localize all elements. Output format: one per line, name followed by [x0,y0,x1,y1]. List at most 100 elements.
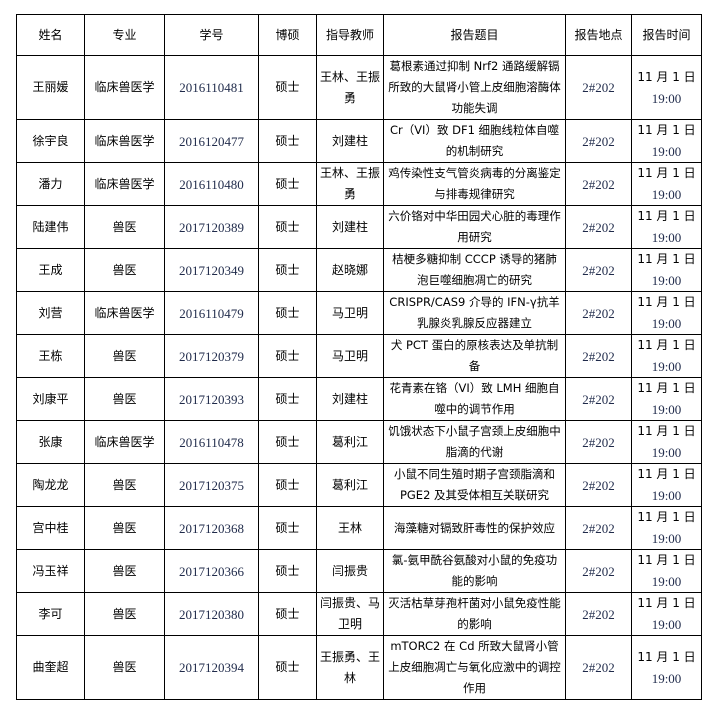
table-row: 王丽媛 临床兽医学 2016110481 硕士 王林、王振勇 葛根素通过抑制 Nrf2 通… [16,55,702,120]
cell-student-id: 2017120375 [164,463,259,507]
cell-student-id: 2017120368 [164,506,259,550]
cell-time: 11 月 1 日 19:00 [631,635,702,700]
cell-name: 李可 [16,592,85,636]
cell-topic: Cr（VI）致 DF1 细胞线粒体自噬的机制研究 [383,119,566,163]
cell-student-id: 2017120389 [164,205,259,249]
report-time: 19:00 [651,402,682,417]
cell-name: 陆建伟 [16,205,85,249]
cell-topic: mTORC2 在 Cd 所致大鼠肾小管上皮细胞凋亡与氧化应激中的调控作用 [383,635,566,700]
report-time: 19:00 [651,187,682,202]
report-date: 11 月 1 日 [637,123,696,137]
cell-degree: 硕士 [258,420,317,464]
cell-time: 11 月 1 日 19:00 [631,549,702,593]
cell-place: 2#202 [565,635,632,700]
cell-student-id: 2017120394 [164,635,259,700]
cell-major: 兽医 [84,377,165,421]
report-time: 19:00 [651,488,682,503]
report-time: 19:00 [651,144,682,159]
table-row: 李可 兽医 2017120380 硕士 闫振贵、马卫明 灭活枯草芽孢杆菌对小鼠免疫性能的影… [16,592,702,636]
cell-name: 王成 [16,248,85,292]
cell-advisor: 马卫明 [316,334,384,378]
cell-degree: 硕士 [258,506,317,550]
report-date: 11 月 1 日 [637,69,696,84]
cell-degree: 硕士 [258,549,317,593]
report-time: 19:00 [651,670,682,686]
cell-student-id: 2016110481 [164,55,259,120]
cell-time: 11 月 1 日 19:00 [631,506,702,550]
cell-name: 王丽媛 [16,55,85,120]
report-date: 11 月 1 日 [637,553,696,567]
cell-place: 2#202 [565,592,632,636]
cell-time: 11 月 1 日 19:00 [631,420,702,464]
report-date: 11 月 1 日 [637,649,696,664]
cell-place: 2#202 [565,291,632,335]
table-row: 王成 兽医 2017120349 硕士 赵晓娜 桔梗多糖抑制 CCCP 诱导的猪肺泡巨噬细… [16,248,702,292]
cell-time: 11 月 1 日 19:00 [631,334,702,378]
cell-advisor: 葛利江 [316,420,384,464]
cell-major: 兽医 [84,334,165,378]
cell-advisor: 闫振贵、马卫明 [316,592,384,636]
report-time: 19:00 [651,359,682,374]
cell-place: 2#202 [565,377,632,421]
cell-major: 兽医 [84,205,165,249]
table-row: 陶龙龙 兽医 2017120375 硕士 葛利江 小鼠不同生殖时期子宫颈脂滴和 PGE2 … [16,463,702,507]
table-row: 张康 临床兽医学 2016110478 硕士 葛利江 饥饿状态下小鼠子宫颈上皮细胞中脂滴的… [16,420,702,464]
cell-degree: 硕士 [258,377,317,421]
cell-student-id: 2017120349 [164,248,259,292]
cell-student-id: 2017120393 [164,377,259,421]
table-row: 王栋 兽医 2017120379 硕士 马卫明犬 PCT 蛋白的原核表达及单抗制备 2#2… [16,334,702,378]
report-time: 19:00 [651,230,682,245]
table-row: 刘康平 兽医 2017120393 硕士 刘建柱 花青素在铬（VI）致 LMH 细胞自噬中… [16,377,702,421]
cell-name: 宫中桂 [16,506,85,550]
cell-major: 临床兽医学 [84,55,165,120]
cell-advisor: 刘建柱 [316,119,384,163]
cell-student-id: 2017120366 [164,549,259,593]
cell-topic: 氯-氨甲酰谷氨酸对小鼠的免疫功能的影响 [383,549,566,593]
cell-student-id: 2016110480 [164,162,259,206]
cell-topic: CRISPR/CAS9 介导的 IFN-γ抗羊乳腺炎乳腺反应器建立 [383,291,566,335]
cell-advisor: 葛利江 [316,463,384,507]
cell-advisor: 马卫明 [316,291,384,335]
cell-name: 王栋 [16,334,85,378]
cell-topic: 六价铬对中华田园犬心脏的毒理作用研究 [383,205,566,249]
header-time: 报告时间 [631,14,702,56]
cell-degree: 硕士 [258,119,317,163]
report-date: 11 月 1 日 [637,209,696,223]
cell-name: 刘营 [16,291,85,335]
cell-degree: 硕士 [258,592,317,636]
cell-degree: 硕士 [258,334,317,378]
cell-topic: 小鼠不同生殖时期子宫颈脂滴和 PGE2 及其受体相互关联研究 [383,463,566,507]
cell-advisor: 赵晓娜 [316,248,384,292]
cell-name: 曲奎超 [16,635,85,700]
cell-topic: 灭活枯草芽孢杆菌对小鼠免疫性能的影响 [383,592,566,636]
cell-advisor: 王林 [316,506,384,550]
cell-name: 陶龙龙 [16,463,85,507]
cell-advisor: 王林、王振勇 [316,55,384,120]
cell-major: 兽医 [84,549,165,593]
header-topic: 报告题目 [383,14,566,56]
report-date: 11 月 1 日 [637,166,696,180]
cell-place: 2#202 [565,205,632,249]
table-row: 冯玉祥 兽医 2017120366 硕士 闫振贵 氯-氨甲酰谷氨酸对小鼠的免疫功能的影响 2… [16,549,702,593]
report-date: 11 月 1 日 [637,252,696,266]
cell-time: 11 月 1 日 19:00 [631,377,702,421]
cell-degree: 硕士 [258,635,317,700]
cell-degree: 硕士 [258,463,317,507]
report-date: 11 月 1 日 [637,596,696,610]
cell-major: 临床兽医学 [84,420,165,464]
cell-name: 刘康平 [16,377,85,421]
report-date: 11 月 1 日 [637,295,696,309]
header-degree: 博硕 [258,14,317,56]
header-major: 专业 [84,14,165,56]
cell-time: 11 月 1 日 19:00 [631,55,702,120]
report-date: 11 月 1 日 [637,381,696,395]
cell-place: 2#202 [565,420,632,464]
cell-time: 11 月 1 日 19:00 [631,592,702,636]
cell-place: 2#202 [565,162,632,206]
cell-topic: 犬 PCT 蛋白的原核表达及单抗制备 [383,334,566,378]
report-time: 19:00 [651,273,682,288]
cell-degree: 硕士 [258,205,317,249]
cell-major: 兽医 [84,248,165,292]
cell-advisor: 王振勇、王林 [316,635,384,700]
header-place: 报告地点 [565,14,632,56]
